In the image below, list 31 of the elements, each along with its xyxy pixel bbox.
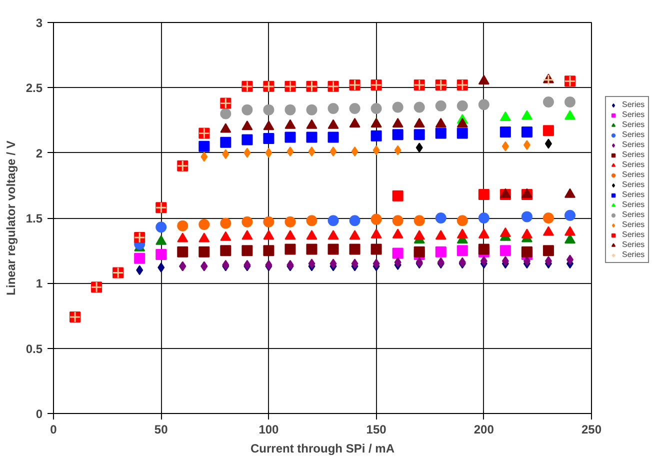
x-tick-label: 50 [154, 422, 168, 436]
y-axis-title: Linear regulator voltage / V [4, 140, 18, 296]
legend-label: Series [622, 190, 645, 199]
legend-label: Series [622, 240, 645, 249]
y-tick-label: 2.5 [26, 81, 43, 96]
legend-label: Series [622, 100, 645, 109]
legend-label: Series [622, 110, 645, 119]
legend-label: Series [622, 170, 645, 179]
y-tick-label: 1.5 [26, 212, 43, 226]
y-tick-label: 3 [36, 16, 43, 30]
legend-label: Series [622, 160, 645, 169]
x-tick-label: 100 [258, 422, 280, 436]
legend-label: Series [622, 140, 645, 149]
x-tick-label: 200 [474, 422, 494, 436]
legend-label: Series [622, 230, 645, 239]
x-tick-label: 0 [50, 422, 58, 436]
y-tick-label: 0 [36, 407, 43, 421]
x-tick-label: 250 [581, 422, 602, 436]
x-axis-title: Current through SPi / mA [250, 442, 395, 456]
legend-label: Series [622, 220, 645, 229]
legend-label: Series [622, 200, 645, 209]
legend-label: Series [622, 250, 645, 259]
legend-label: Series [622, 210, 645, 219]
legend-label: Series [622, 180, 645, 189]
y-tick-label: 1 [36, 276, 43, 291]
y-tick-label: 2 [36, 146, 43, 160]
legend-label: Series [622, 130, 645, 139]
legend-label: Series [622, 120, 645, 129]
legend-label: Series [622, 150, 645, 159]
y-tick-label: 0.5 [26, 342, 43, 356]
x-tick-label: 150 [366, 422, 387, 436]
